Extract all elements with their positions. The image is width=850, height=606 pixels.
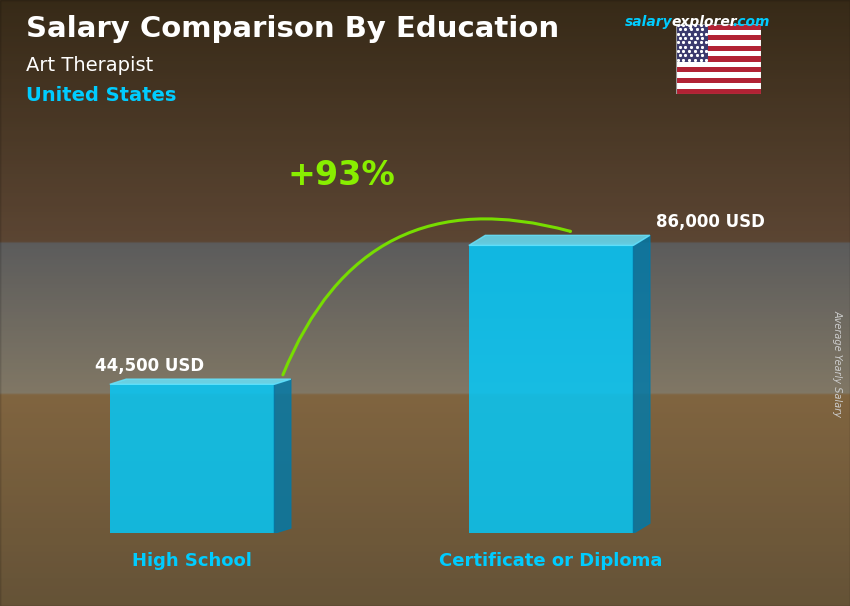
Bar	[676, 83, 761, 88]
Text: explorer: explorer	[672, 15, 737, 29]
Text: Art Therapist: Art Therapist	[26, 56, 153, 75]
Bar	[676, 78, 761, 83]
Text: +93%: +93%	[288, 159, 395, 191]
Bar	[676, 88, 761, 94]
Text: salary: salary	[625, 15, 672, 29]
Bar	[676, 45, 761, 51]
FancyArrowPatch shape	[283, 219, 570, 375]
Bar	[676, 35, 761, 41]
Bar	[676, 56, 761, 62]
Bar	[110, 384, 275, 533]
Text: .com: .com	[733, 15, 770, 29]
Bar	[676, 30, 761, 35]
Bar	[676, 41, 761, 45]
Text: Certificate or Diploma: Certificate or Diploma	[439, 551, 663, 570]
Polygon shape	[633, 235, 650, 533]
Text: High School: High School	[132, 551, 252, 570]
Bar	[676, 24, 761, 30]
Bar	[676, 73, 761, 78]
Bar	[676, 67, 761, 73]
Polygon shape	[275, 379, 291, 533]
Polygon shape	[469, 235, 650, 245]
Text: 86,000 USD: 86,000 USD	[656, 213, 765, 231]
Text: United States: United States	[26, 86, 176, 105]
Bar	[676, 62, 761, 67]
Polygon shape	[110, 379, 291, 384]
Bar	[469, 245, 633, 533]
Bar	[676, 24, 708, 62]
Text: Average Yearly Salary: Average Yearly Salary	[832, 310, 842, 417]
Text: 44,500 USD: 44,500 USD	[95, 357, 204, 375]
Bar	[676, 51, 761, 56]
Text: Salary Comparison By Education: Salary Comparison By Education	[26, 15, 558, 43]
